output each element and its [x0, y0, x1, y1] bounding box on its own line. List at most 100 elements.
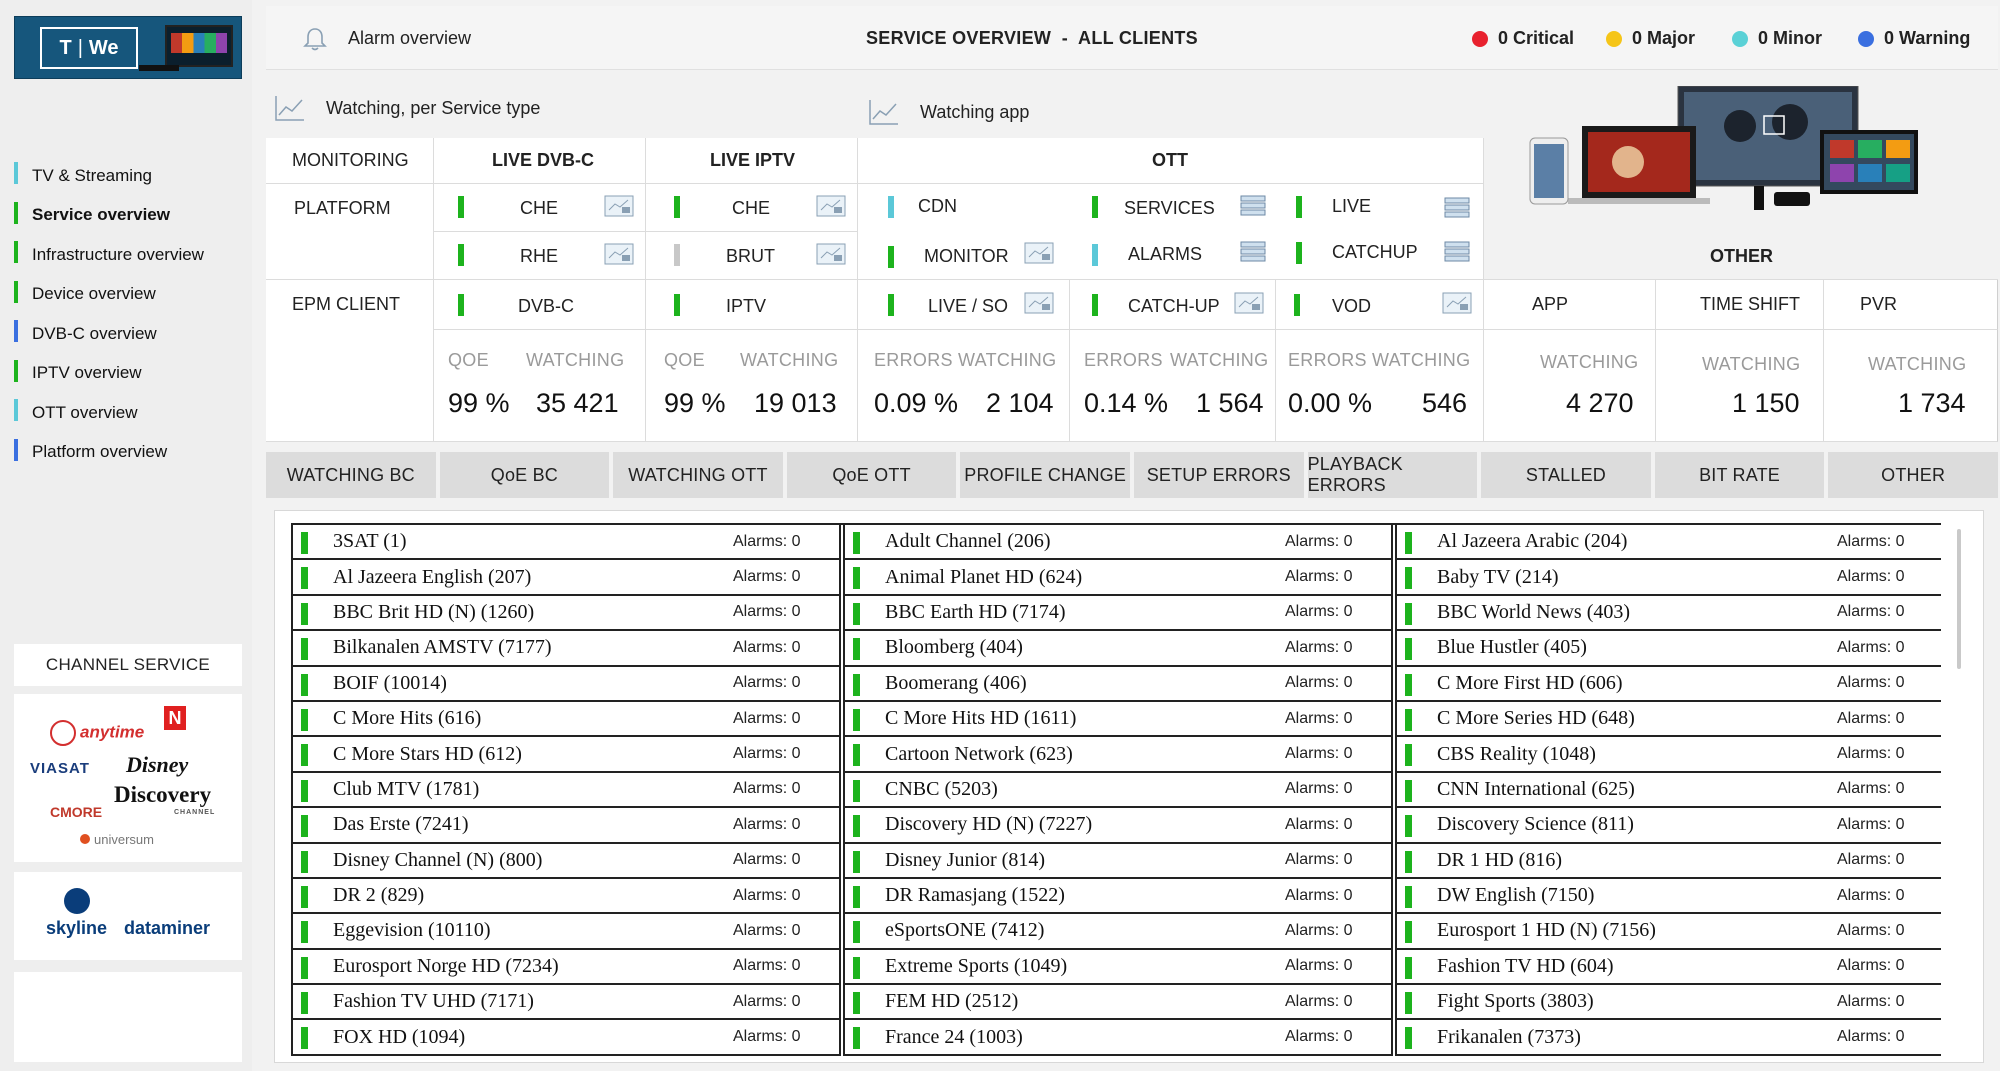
channel-row[interactable]: BBC World News (403) Alarms: 0 — [1397, 596, 1941, 632]
channel-row[interactable]: Adult Channel (206) Alarms: 0 — [845, 525, 1391, 561]
sidebar-item-platform-overview[interactable]: Platform overview — [14, 433, 244, 473]
channel-row[interactable]: Fashion TV UHD (7171) Alarms: 0 — [293, 985, 839, 1021]
channel-row[interactable]: CNBC (5203) Alarms: 0 — [845, 773, 1391, 809]
sidebar-item-iptv-overview[interactable]: IPTV overview — [14, 354, 244, 394]
channel-row[interactable]: CNN International (625) Alarms: 0 — [1397, 773, 1941, 809]
channel-row[interactable]: Bloomberg (404) Alarms: 0 — [845, 631, 1391, 667]
dashboard-icon[interactable] — [1442, 292, 1472, 316]
channel-row[interactable]: Discovery Science (811) Alarms: 0 — [1397, 808, 1941, 844]
channel-row[interactable]: Cartoon Network (623) Alarms: 0 — [845, 737, 1391, 773]
sidebar-item-dvb-c-overview[interactable]: DVB-C overview — [14, 314, 244, 354]
scrollbar[interactable] — [1957, 529, 1961, 669]
channel-row[interactable]: BBC Earth HD (7174) Alarms: 0 — [845, 596, 1391, 632]
sidebar-item-device-overview[interactable]: Device overview — [14, 275, 244, 315]
list-icon[interactable] — [1442, 240, 1472, 264]
channel-row[interactable]: C More First HD (606) Alarms: 0 — [1397, 667, 1941, 702]
iptv-brut-row[interactable]: BRUT — [646, 232, 858, 280]
bell-icon[interactable] — [302, 26, 328, 52]
channel-row[interactable]: C More Series HD (648) Alarms: 0 — [1397, 702, 1941, 738]
channel-row[interactable]: Fight Sports (3803) Alarms: 0 — [1397, 985, 1941, 1021]
channel-row[interactable]: Disney Channel (N) (800) Alarms: 0 — [293, 844, 839, 879]
channel-row[interactable]: BOIF (10014) Alarms: 0 — [293, 667, 839, 702]
tab-bit-rate[interactable]: BIT RATE — [1654, 452, 1825, 498]
list-icon[interactable] — [1442, 196, 1472, 220]
vod-row[interactable]: VOD — [1276, 280, 1484, 330]
dvbc-che-row[interactable]: CHE — [434, 184, 646, 232]
channel-row[interactable]: FOX HD (1094) Alarms: 0 — [293, 1020, 839, 1056]
channel-row[interactable]: Boomerang (406) Alarms: 0 — [845, 667, 1391, 702]
channel-row[interactable]: Bilkanalen AMSTV (7177) Alarms: 0 — [293, 631, 839, 667]
channel-row[interactable]: C More Hits (616) Alarms: 0 — [293, 702, 839, 738]
alarms-label[interactable]: ALARMS — [1128, 244, 1203, 264]
channel-row[interactable]: DR Ramasjang (1522) Alarms: 0 — [845, 879, 1391, 915]
dashboard-icon[interactable] — [1024, 292, 1054, 316]
list-icon[interactable] — [1238, 194, 1268, 218]
channel-row[interactable]: Blue Hustler (405) Alarms: 0 — [1397, 631, 1941, 667]
channel-row[interactable]: Eurosport 1 HD (N) (7156) Alarms: 0 — [1397, 914, 1941, 950]
channel-row[interactable]: DR 2 (829) Alarms: 0 — [293, 879, 839, 915]
monitor-label[interactable]: MONITOR — [924, 246, 1009, 266]
channel-row[interactable]: CBS Reality (1048) Alarms: 0 — [1397, 737, 1941, 773]
channel-row[interactable]: Baby TV (214) Alarms: 0 — [1397, 560, 1941, 596]
channel-row[interactable]: Eggevision (10110) Alarms: 0 — [293, 914, 839, 950]
sidebar-item-ott-overview[interactable]: OTT overview — [14, 393, 244, 433]
channel-row[interactable]: Animal Planet HD (624) Alarms: 0 — [845, 560, 1391, 596]
sidebar-item-tv-streaming[interactable]: TV & Streaming — [14, 156, 244, 196]
tab-stalled[interactable]: STALLED — [1481, 452, 1651, 498]
channel-row[interactable]: C More Stars HD (612) Alarms: 0 — [293, 737, 839, 773]
alarm-overview-link[interactable]: Alarm overview — [348, 28, 472, 48]
app-label[interactable]: APP — [1484, 280, 1656, 330]
iptv-che-row[interactable]: CHE — [646, 184, 858, 232]
catch-up-row[interactable]: CATCH-UP — [1070, 280, 1276, 330]
channel-row[interactable]: Al Jazeera English (207) Alarms: 0 — [293, 560, 839, 596]
dashboard-icon[interactable] — [816, 243, 846, 267]
warning-alarm-count[interactable]: 0 Warning — [1858, 28, 1970, 49]
tab-playback-errors[interactable]: PLAYBACK ERRORS — [1307, 452, 1478, 498]
live-label[interactable]: LIVE — [1332, 196, 1372, 216]
channel-row[interactable]: C More Hits HD (1611) Alarms: 0 — [845, 702, 1391, 738]
tw-logo[interactable]: T | We — [14, 16, 242, 79]
channel-row[interactable]: Eurosport Norge HD (7234) Alarms: 0 — [293, 950, 839, 986]
sidebar-item-infrastructure-overview[interactable]: Infrastructure overview — [14, 235, 244, 275]
cdn-label[interactable]: CDN — [918, 196, 957, 216]
channel-row[interactable]: France 24 (1003) Alarms: 0 — [845, 1020, 1391, 1056]
dashboard-icon[interactable] — [1024, 242, 1054, 266]
channel-row[interactable]: Al Jazeera Arabic (204) Alarms: 0 — [1397, 525, 1941, 561]
channel-row[interactable]: DR 1 HD (816) Alarms: 0 — [1397, 844, 1941, 879]
channel-row[interactable]: Extreme Sports (1049) Alarms: 0 — [845, 950, 1391, 986]
channel-row[interactable]: Discovery HD (N) (7227) Alarms: 0 — [845, 808, 1391, 844]
catchup-label[interactable]: CATCHUP — [1332, 242, 1418, 262]
list-icon[interactable] — [1238, 240, 1268, 264]
channel-row[interactable]: Disney Junior (814) Alarms: 0 — [845, 844, 1391, 879]
dashboard-icon[interactable] — [604, 243, 634, 267]
channel-row[interactable]: 3SAT (1) Alarms: 0 — [293, 525, 839, 561]
tab-watching-bc[interactable]: WATCHING BC — [266, 452, 436, 498]
channel-row[interactable]: Frikanalen (7373) Alarms: 0 — [1397, 1020, 1941, 1056]
minor-alarm-count[interactable]: 0 Minor — [1732, 28, 1822, 49]
dvbc-rhe-row[interactable]: RHE — [434, 232, 646, 280]
tab-setup-errors[interactable]: SETUP ERRORS — [1133, 452, 1304, 498]
pvr-label[interactable]: PVR — [1824, 280, 1998, 330]
critical-alarm-count[interactable]: 0 Critical — [1472, 28, 1574, 49]
sidebar-item-service-overview[interactable]: Service overview — [14, 196, 244, 236]
tab-qoe-ott[interactable]: QoE OTT — [786, 452, 957, 498]
major-alarm-count[interactable]: 0 Major — [1606, 28, 1695, 49]
channel-row[interactable]: Fashion TV HD (604) Alarms: 0 — [1397, 950, 1941, 986]
iptv-client-row[interactable]: IPTV — [646, 280, 858, 330]
tab-watching-ott[interactable]: WATCHING OTT — [613, 452, 783, 498]
timeshift-label[interactable]: TIME SHIFT — [1656, 280, 1824, 330]
tab-profile-change[interactable]: PROFILE CHANGE — [960, 452, 1130, 498]
channel-row[interactable]: BBC Brit HD (N) (1260) Alarms: 0 — [293, 596, 839, 632]
dashboard-icon[interactable] — [816, 195, 846, 219]
dashboard-icon[interactable] — [604, 195, 634, 219]
channel-row[interactable]: Club MTV (1781) Alarms: 0 — [293, 773, 839, 809]
channel-row[interactable]: eSportsONE (7412) Alarms: 0 — [845, 914, 1391, 950]
channel-row[interactable]: Das Erste (7241) Alarms: 0 — [293, 808, 839, 844]
channel-row[interactable]: FEM HD (2512) Alarms: 0 — [845, 985, 1391, 1021]
tab-other[interactable]: OTHER — [1828, 452, 1998, 498]
app-link[interactable]: Watching app — [868, 98, 1029, 126]
service-type-link[interactable]: Watching, per Service type — [274, 94, 540, 122]
tab-qoe-bc[interactable]: QoE BC — [439, 452, 610, 498]
services-label[interactable]: SERVICES — [1124, 198, 1215, 218]
live-so-row[interactable]: LIVE / SO — [858, 280, 1070, 330]
